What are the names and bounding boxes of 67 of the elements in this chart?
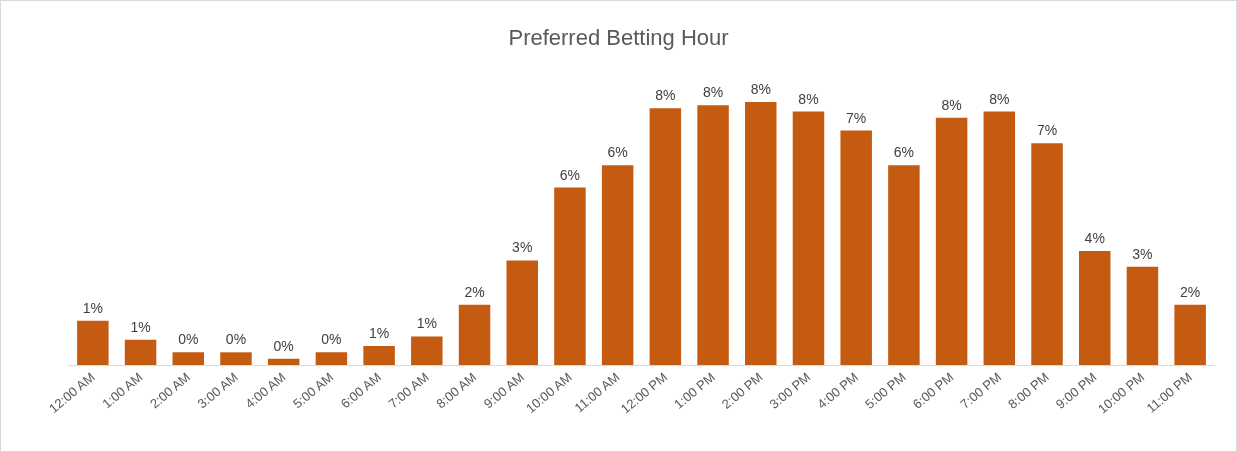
bar bbox=[601, 165, 634, 365]
bar bbox=[1126, 266, 1159, 365]
x-tick-label: 9:00 PM bbox=[1052, 369, 1100, 412]
x-tick-label: 7:00 AM bbox=[385, 369, 432, 412]
bar bbox=[554, 187, 586, 365]
data-label: 8% bbox=[750, 81, 771, 97]
bar bbox=[363, 345, 395, 365]
bar bbox=[745, 102, 777, 365]
data-label: 8% bbox=[989, 90, 1010, 107]
bar bbox=[792, 111, 825, 365]
data-label: 8% bbox=[655, 87, 676, 104]
data-label: 3% bbox=[1132, 245, 1153, 262]
bar bbox=[1174, 304, 1206, 365]
data-label: 6% bbox=[559, 166, 581, 183]
data-label: 2% bbox=[1180, 283, 1201, 300]
x-tick-label: 2:00 AM bbox=[146, 369, 194, 412]
bar bbox=[411, 336, 443, 365]
data-label: 8% bbox=[941, 96, 962, 113]
bar bbox=[458, 304, 491, 365]
x-tick-label: 8:00 PM bbox=[1005, 369, 1052, 412]
bar bbox=[983, 111, 1016, 365]
data-label: 1% bbox=[368, 324, 390, 341]
data-label: 0% bbox=[225, 331, 247, 348]
data-label: 1% bbox=[82, 299, 103, 316]
bar bbox=[172, 352, 205, 365]
bar bbox=[77, 320, 109, 365]
x-tick-label: 2:00 PM bbox=[718, 369, 766, 412]
bar bbox=[1031, 143, 1063, 365]
bar bbox=[649, 108, 682, 365]
x-tick-label: 5:00 AM bbox=[290, 369, 337, 412]
data-label: 3% bbox=[512, 239, 533, 256]
x-tick-label: 5:00 PM bbox=[861, 369, 909, 412]
bar bbox=[506, 260, 538, 365]
x-tick-label: 1:00 PM bbox=[671, 369, 718, 412]
x-tick-label: 7:00 PM bbox=[957, 369, 1005, 412]
bar bbox=[840, 130, 872, 365]
x-tick-label: 3:00 AM bbox=[194, 369, 241, 412]
bar bbox=[697, 105, 729, 365]
bar bbox=[935, 117, 968, 365]
bar bbox=[124, 339, 157, 365]
data-label: 0% bbox=[273, 337, 294, 354]
data-label: 0% bbox=[178, 331, 199, 348]
bar bbox=[267, 358, 300, 365]
data-label: 1% bbox=[130, 318, 151, 335]
data-label: 4% bbox=[1084, 229, 1105, 246]
data-label: 2% bbox=[464, 283, 485, 300]
data-label: 1% bbox=[416, 315, 437, 332]
x-tick-label: 9:00 AM bbox=[480, 369, 528, 412]
data-label: 7% bbox=[1036, 122, 1058, 139]
bar bbox=[888, 165, 920, 365]
x-tick-label: 1:00 AM bbox=[99, 369, 146, 412]
data-label: 6% bbox=[893, 144, 915, 161]
data-label: 0% bbox=[321, 331, 342, 348]
bar bbox=[1078, 250, 1111, 365]
x-tick-label: 6:00 PM bbox=[909, 369, 957, 412]
chart-title: Preferred Betting Hour bbox=[508, 24, 729, 50]
data-label: 6% bbox=[607, 144, 628, 161]
x-tick-label: 6:00 AM bbox=[337, 369, 384, 412]
data-label: 8% bbox=[798, 90, 819, 107]
data-label: 7% bbox=[846, 109, 867, 126]
bar bbox=[220, 352, 252, 365]
x-tick-label: 3:00 PM bbox=[766, 369, 814, 412]
bar bbox=[315, 352, 348, 365]
x-tick-label: 8:00 AM bbox=[433, 369, 480, 412]
data-label: 8% bbox=[702, 84, 724, 101]
x-tick-label: 4:00 PM bbox=[814, 369, 862, 412]
x-tick-label: 4:00 AM bbox=[242, 369, 289, 412]
